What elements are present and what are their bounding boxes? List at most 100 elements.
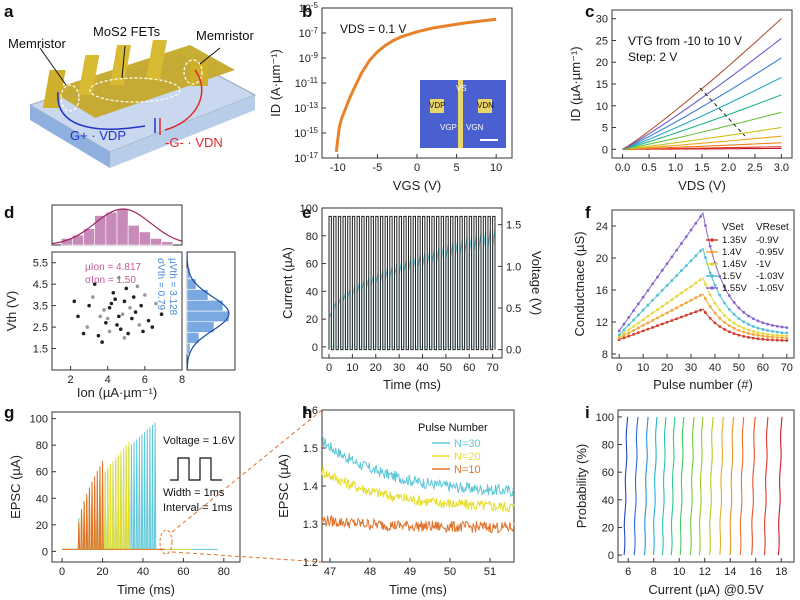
panel-d-point [128, 305, 132, 310]
panel-d-point [92, 282, 97, 286]
inset-label-vgp: VGP [440, 123, 457, 132]
panel-h-legend-title: Pulse Number [418, 422, 488, 434]
panel-i-cdf-line [777, 416, 783, 556]
panel-g-xlabel: Time (ms) [117, 582, 175, 597]
panel-f-marker [651, 326, 655, 329]
panel-f-marker [689, 298, 693, 302]
panel-d-point [120, 312, 125, 317]
panel-b-label: b [302, 2, 312, 21]
panel-i-ticks: 6 8 10 12 14 16 18 0 20 40 60 80 100 [596, 412, 788, 578]
panel-g-pulse-schematic [170, 457, 222, 481]
panel-f-legend-marker [710, 286, 714, 290]
panel-f-marker [694, 310, 698, 314]
panel-f-marker [699, 249, 703, 253]
zoom-guide-top [171, 409, 323, 533]
panel-f-marker [761, 337, 765, 341]
panel-g-interval: Interval = 1ms [163, 502, 233, 514]
panel-f-marker [771, 335, 774, 339]
panel-f-marker [713, 283, 717, 287]
panel-d-point [130, 316, 134, 321]
panel-f-marker [718, 316, 722, 320]
panel-f-marker [723, 301, 726, 305]
y2-tick-label: 1.0 [506, 261, 521, 273]
y-tick-label: 10-7 [299, 26, 319, 40]
panel-e-axes-frame [321, 207, 503, 359]
panel-f-marker [775, 338, 779, 342]
panel-f-marker [727, 324, 731, 328]
panel-f-marker [785, 339, 789, 342]
panel-f-marker [732, 326, 736, 330]
panel-d-mu-vth: µVth = 3.128 [167, 258, 178, 316]
x-tick-label: 30 [685, 362, 697, 374]
panel-d-top-hist [51, 208, 183, 246]
panel-f-marker [751, 325, 755, 328]
x-tick-label: 8 [651, 566, 657, 578]
panel-d-mu-ion: µIon = 4.817 [85, 262, 142, 273]
panel-f-legend: VSet VReset 1.35V -0.9V 1.4V -0.95V 1.45V -1V… [706, 222, 789, 294]
panel-c-ticks: 0.0 0.5 1.0 1.5 2.0 2.5 3.0 0 5 10 15 20 25 30 [596, 14, 789, 174]
y-tick-label: 80 [36, 440, 48, 452]
panel-f-marker [627, 334, 631, 338]
y-tick-label: 40 [306, 286, 318, 298]
panel-f-marker [646, 321, 650, 325]
memristor-left-label: Memristor [8, 36, 66, 51]
panel-f-marker [622, 334, 626, 337]
panel-f-marker [703, 256, 707, 259]
x-tick-label: 1.0 [668, 162, 683, 174]
panel-g-axes-frame [51, 411, 241, 563]
panel-f-marker [699, 278, 703, 282]
panel-f-marker [727, 330, 731, 334]
x-tick-label: 49 [404, 566, 416, 578]
panel-f-marker [737, 328, 741, 332]
panel-d-point [143, 293, 147, 297]
panel-i-lines [623, 416, 783, 556]
panel-d-point [122, 299, 127, 304]
panel-h-legend-label: N=20 [454, 451, 481, 463]
x-tick-label: 10 [673, 566, 685, 578]
panel-f-marker [646, 289, 650, 292]
inset-channel [458, 80, 463, 148]
y-tick-label: 40 [602, 495, 614, 507]
y-tick-label: 20 [602, 522, 614, 534]
panel-i-cdf-line [719, 416, 724, 556]
y-tick-label: 8 [602, 349, 608, 361]
panel-f-marker [617, 329, 621, 333]
panel-f-marker [622, 322, 626, 326]
panel-d-point [100, 340, 104, 344]
panel-f-marker [665, 320, 669, 324]
panel-f-marker [656, 316, 659, 320]
panel-f-marker [684, 313, 688, 317]
panel-d-point [111, 290, 116, 295]
panel-g-label: g [4, 403, 14, 422]
x-tick-label: 18 [775, 566, 787, 578]
panel-f-marker [723, 285, 726, 289]
panel-f-marker [689, 228, 693, 232]
panel-g-ylabel: EPSC (µA) [8, 455, 23, 519]
panel-d-point [150, 325, 155, 329]
x-tick-label: 51 [484, 566, 496, 578]
panel-f-marker [785, 326, 789, 330]
panel-f-marker [665, 284, 669, 287]
x-tick-label: 40 [416, 362, 428, 374]
panel-f-marker [680, 315, 683, 319]
panel-f-marker [708, 316, 712, 320]
panel-h-lines [321, 435, 515, 535]
panel-f-marker [766, 332, 770, 336]
panel-f-marker [632, 324, 635, 328]
panel-f-marker [727, 318, 731, 322]
panel-f-marker [756, 326, 760, 330]
panel-f-marker [660, 322, 664, 326]
panel-i-ylabel: Probability (%) [574, 444, 589, 529]
y-tick-label: 1.2 [303, 557, 318, 569]
memristor-right-label: Memristor [196, 28, 254, 43]
panel-f-ticks: 0 10 20 30 40 50 60 70 8 12 16 20 24 [596, 221, 793, 374]
panel-f-marker [713, 321, 717, 325]
panel-f-marker [780, 334, 784, 338]
panel-f-marker [622, 336, 626, 340]
panel-f-marker [627, 328, 631, 332]
inset-pad-dp [430, 99, 444, 113]
panel-d-right-hist-bar [186, 321, 215, 333]
panel-f-marker [675, 294, 679, 298]
panel-f-marker [632, 318, 635, 322]
x-tick-label: 5 [454, 162, 460, 174]
